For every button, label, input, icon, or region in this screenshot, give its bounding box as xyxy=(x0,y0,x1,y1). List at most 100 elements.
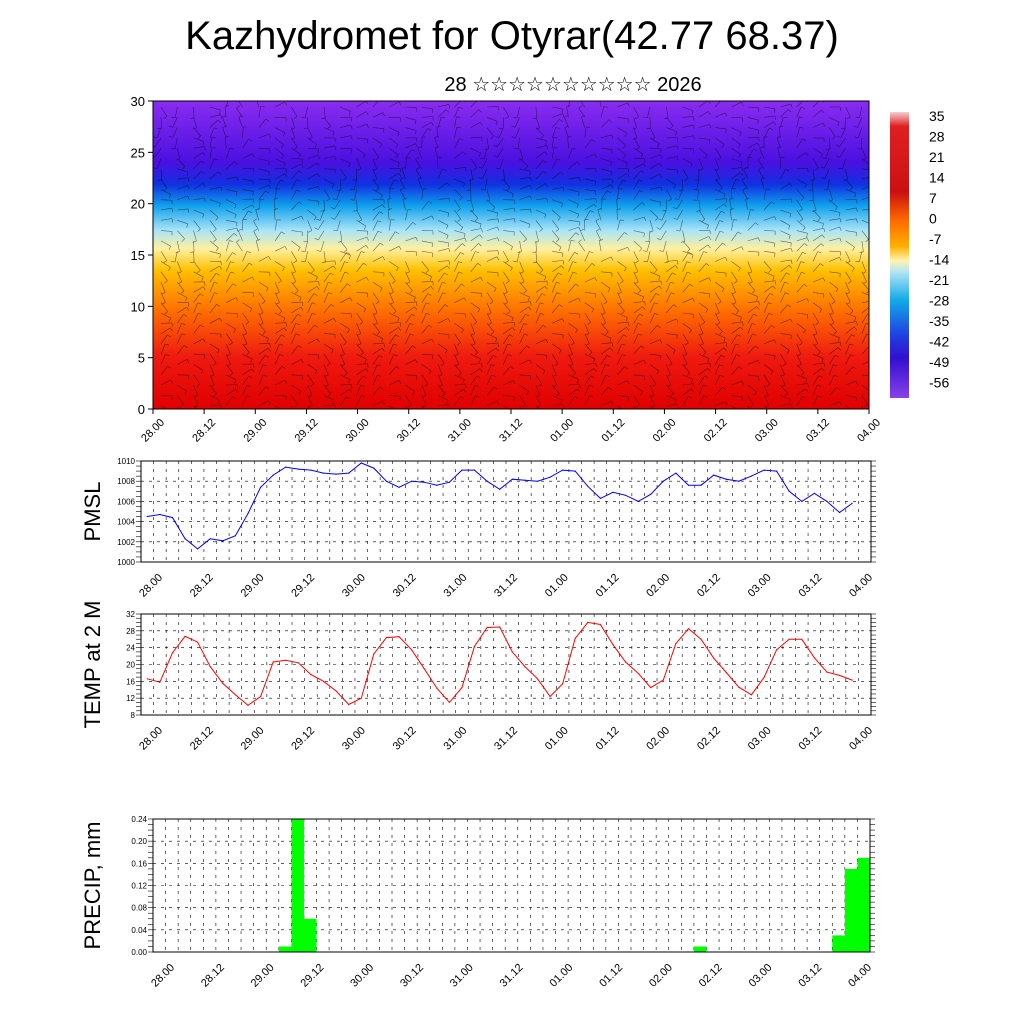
wind-barb xyxy=(763,325,772,334)
wind-barb xyxy=(258,386,266,396)
wind-barb xyxy=(780,265,790,273)
wind-barb xyxy=(421,188,424,200)
wind-barb xyxy=(417,148,423,159)
wind-barb-feather xyxy=(283,132,286,137)
wind-barb-feather xyxy=(676,404,679,409)
wind-barb-feather xyxy=(800,106,805,109)
wind-barb xyxy=(551,119,560,128)
wind-barb-feather xyxy=(170,327,173,332)
wind-barb-feather xyxy=(568,353,573,357)
wind-barb xyxy=(177,195,188,200)
wind-barb xyxy=(291,158,303,160)
wind-barb-feather xyxy=(539,269,544,273)
wind-barb xyxy=(454,107,459,118)
wind-barb-feather xyxy=(754,391,757,396)
wind-barb-feather xyxy=(522,404,526,408)
wind-barb xyxy=(356,137,368,140)
wind-barb-feather xyxy=(822,157,827,159)
wind-barb-feather xyxy=(317,338,320,343)
wind-barb-feather xyxy=(554,363,559,367)
wind-barb xyxy=(519,292,530,298)
wind-barb xyxy=(682,388,692,396)
wind-barb xyxy=(454,209,461,220)
wind-barb-feather xyxy=(787,109,792,113)
wind-barb-feather xyxy=(813,333,818,336)
wind-barb xyxy=(698,323,704,334)
wind-barb-feather xyxy=(197,135,201,140)
wind-barb xyxy=(160,354,166,365)
wind-barb xyxy=(356,158,362,169)
wind-barb-feather xyxy=(318,281,320,286)
wind-barb xyxy=(678,189,683,200)
wind-barb xyxy=(388,179,395,190)
wind-barb xyxy=(340,333,347,343)
wind-barb xyxy=(356,230,368,232)
wind-barb-feather xyxy=(448,198,451,203)
wind-barb-feather xyxy=(578,239,582,243)
wind-barb xyxy=(372,386,381,396)
wind-barb-feather xyxy=(202,214,205,218)
wind-barb-feather xyxy=(601,312,606,315)
pmsl-data-point xyxy=(524,479,526,481)
wind-barb xyxy=(731,261,741,269)
wind-barb xyxy=(486,189,491,201)
wind-barb xyxy=(160,302,168,312)
wind-barb xyxy=(340,384,352,386)
x-tick-label: 31.12 xyxy=(497,417,525,445)
wind-barb xyxy=(649,137,660,145)
wind-barb xyxy=(747,142,758,149)
wind-barb xyxy=(780,282,785,293)
wind-barb-feather xyxy=(185,297,188,302)
wind-barb-feather xyxy=(523,290,527,294)
wind-barb xyxy=(633,230,645,234)
wind-barb xyxy=(437,374,443,385)
wind-barb xyxy=(649,374,657,385)
wind-barb xyxy=(763,302,769,314)
wind-barb xyxy=(845,366,854,376)
wind-barb-feather xyxy=(379,287,383,292)
wind-barb-feather xyxy=(757,156,762,160)
wind-barb-feather xyxy=(595,363,597,368)
wind-barb-feather xyxy=(854,193,857,198)
precip-bar xyxy=(303,918,317,953)
pmsl-data-point xyxy=(851,502,853,504)
wind-barb-feather xyxy=(388,208,393,210)
wind-barb xyxy=(666,117,674,126)
wind-barb-feather xyxy=(664,261,669,264)
wind-barb xyxy=(845,405,851,409)
wind-barb xyxy=(225,233,235,242)
wind-barb xyxy=(861,220,869,224)
wind-barb xyxy=(160,379,171,386)
wind-barb xyxy=(568,232,577,242)
wind-barb-feather xyxy=(855,380,858,385)
wind-barb-feather xyxy=(784,393,789,397)
wind-barb-feather xyxy=(194,395,198,398)
wind-barb xyxy=(568,364,576,374)
wind-barb xyxy=(255,240,260,252)
temp-y-tick-label: 28 xyxy=(126,627,135,636)
wind-barb-feather xyxy=(817,351,821,356)
wind-barb xyxy=(666,272,673,283)
wind-barb-feather xyxy=(507,354,512,357)
wind-barb xyxy=(666,106,669,118)
wind-barb xyxy=(172,117,178,128)
wind-barb-feather xyxy=(757,360,761,365)
x-tick-label: 01.12 xyxy=(599,417,627,445)
wind-barb xyxy=(372,355,380,365)
wind-barb xyxy=(225,148,231,159)
wind-barb xyxy=(323,384,332,394)
wind-barb xyxy=(356,101,367,108)
wind-barb xyxy=(633,240,643,249)
wind-barb xyxy=(519,374,531,377)
wind-barb xyxy=(291,301,303,303)
wind-barb xyxy=(193,230,197,242)
wind-barb xyxy=(796,178,807,185)
wind-barb-feather xyxy=(201,170,205,174)
pmsl-axis-title: PMSL xyxy=(80,482,105,542)
wind-barb-feather xyxy=(738,366,743,370)
wind-barb xyxy=(421,338,432,345)
wind-barb-feather xyxy=(693,116,695,121)
wind-barb xyxy=(742,189,749,200)
wind-barb-feather xyxy=(442,292,447,295)
wind-barb xyxy=(552,187,564,190)
